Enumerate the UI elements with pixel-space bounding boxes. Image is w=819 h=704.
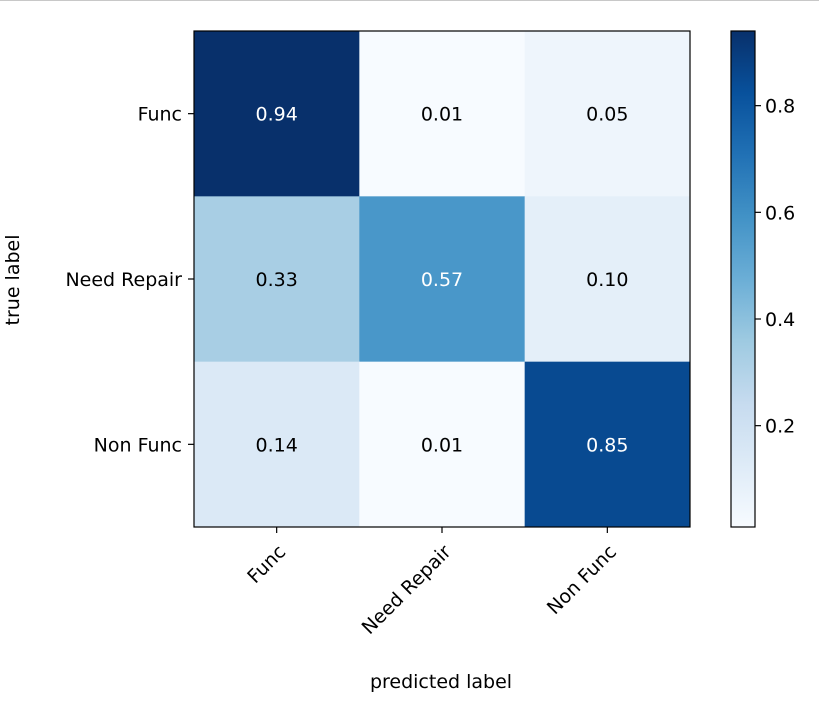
y-tick-label: Need Repair	[65, 269, 182, 291]
cell-value-label: 0.33	[256, 269, 298, 291]
colorbar-tick-label: 0.4	[765, 309, 795, 331]
colorbar-gradient	[730, 30, 756, 528]
colorbar: 0.2 0.4 0.6 0.8	[730, 30, 795, 528]
x-axis: Func Need Repair Non Func	[243, 527, 621, 639]
x-tick-label: Need Repair	[358, 541, 456, 639]
heatmap-cell-r1-c0	[194, 196, 360, 363]
x-tick-label: Func	[243, 541, 290, 588]
y-tick-label: Func	[138, 104, 182, 126]
heatmap-cell-r1-c2	[524, 196, 691, 363]
colorbar-tick-label: 0.2	[765, 416, 795, 438]
x-axis-title: predicted label	[370, 671, 512, 693]
heatmap-cell-r0-c1	[359, 31, 526, 197]
heatmap-cell-r0-c2	[524, 31, 691, 197]
cell-value-label: 0.05	[586, 104, 628, 126]
top-divider	[0, 0, 819, 1]
y-axis: Func Need Repair Non Func	[65, 104, 194, 456]
cell-value-label: 0.10	[586, 269, 628, 291]
heatmap-cells	[194, 31, 691, 528]
heatmap-cell-r0-c0	[194, 31, 360, 197]
cell-value-label: 0.14	[256, 434, 298, 456]
colorbar-tick-label: 0.8	[765, 96, 795, 118]
heatmap-cell-r1-c1	[359, 196, 526, 363]
cell-value-label: 0.01	[421, 434, 463, 456]
x-tick-label: Non Func	[543, 541, 621, 619]
colorbar-tick-label: 0.6	[765, 202, 795, 224]
cell-value-label: 0.94	[256, 104, 298, 126]
cell-value-label: 0.01	[421, 104, 463, 126]
heatmap-cell-r2-c2	[524, 361, 691, 528]
heatmap-cell-r2-c1	[359, 361, 526, 528]
cell-value-label: 0.85	[586, 434, 628, 456]
cell-value-label: 0.57	[421, 269, 463, 291]
heatmap-cell-r2-c0	[194, 361, 360, 528]
y-tick-label: Non Func	[94, 434, 182, 456]
y-axis-title: true label	[2, 235, 24, 326]
heatmap-cell-labels: 0.94 0.01 0.05 0.33 0.57 0.10 0.14 0.01 0.85	[256, 104, 629, 457]
